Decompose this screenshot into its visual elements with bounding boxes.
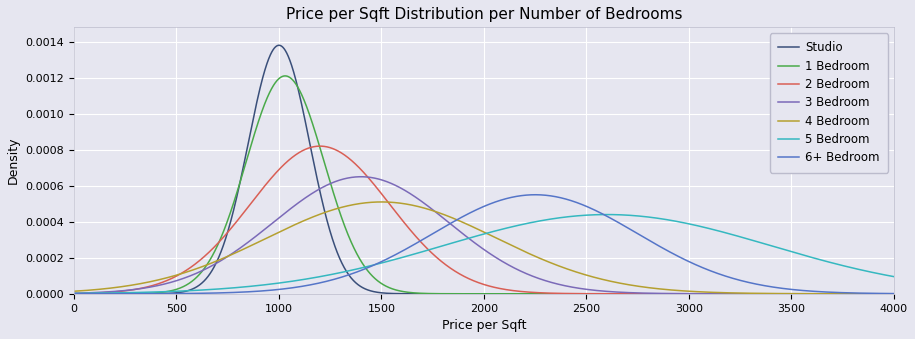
2 Bedroom (69, 292, 80, 296)
5 Bedroom (913, 279, 915, 283)
Studio (167, 291, 178, 295)
Studio (913, 292, 915, 296)
3 Bedroom (820, 292, 831, 296)
2 Bedroom (167, 276, 178, 280)
4 Bedroom (69, 289, 80, 293)
2 Bedroom (820, 292, 831, 296)
5 Bedroom (218, 286, 229, 291)
2 Bedroom (218, 235, 229, 239)
Line: Studio: Studio (74, 45, 915, 294)
Line: 4 Bedroom: 4 Bedroom (74, 202, 915, 294)
5 Bedroom (69, 291, 80, 295)
Line: 5 Bedroom: 5 Bedroom (74, 215, 915, 293)
3 Bedroom (436, 215, 447, 219)
6+ Bedroom (399, 248, 410, 252)
6+ Bedroom (913, 292, 915, 296)
Legend: Studio, 1 Bedroom, 2 Bedroom, 3 Bedroom, 4 Bedroom, 5 Bedroom, 6+ Bedroom: Studio, 1 Bedroom, 2 Bedroom, 3 Bedroom,… (770, 33, 888, 173)
5 Bedroom (602, 213, 613, 217)
6+ Bedroom (436, 226, 447, 231)
3 Bedroom (218, 257, 229, 261)
1 Bedroom (399, 290, 410, 294)
Y-axis label: Density: Density (7, 137, 20, 184)
Line: 3 Bedroom: 3 Bedroom (74, 177, 915, 294)
2 Bedroom (315, 144, 326, 148)
Line: 2 Bedroom: 2 Bedroom (74, 146, 915, 294)
1 Bedroom (167, 288, 178, 293)
5 Bedroom (820, 259, 831, 263)
2 Bedroom (436, 260, 447, 264)
1 Bedroom (820, 292, 831, 296)
5 Bedroom (167, 290, 178, 294)
4 Bedroom (913, 292, 915, 296)
6+ Bedroom (530, 193, 541, 197)
4 Bedroom (820, 292, 831, 296)
3 Bedroom (69, 291, 80, 295)
1 Bedroom (218, 230, 229, 234)
3 Bedroom (913, 292, 915, 296)
Studio (436, 292, 447, 296)
Studio (399, 292, 410, 296)
Line: 1 Bedroom: 1 Bedroom (74, 76, 915, 294)
2 Bedroom (913, 292, 915, 296)
6+ Bedroom (820, 290, 831, 294)
6+ Bedroom (167, 292, 178, 296)
Studio (820, 292, 831, 296)
1 Bedroom (69, 292, 80, 296)
Studio (69, 292, 80, 296)
3 Bedroom (399, 188, 410, 192)
6+ Bedroom (69, 292, 80, 296)
1 Bedroom (913, 292, 915, 296)
4 Bedroom (399, 202, 410, 206)
3 Bedroom (167, 280, 178, 284)
5 Bedroom (436, 244, 447, 248)
4 Bedroom (167, 274, 178, 278)
2 Bedroom (399, 221, 410, 225)
X-axis label: Price per Sqft: Price per Sqft (442, 319, 526, 332)
1 Bedroom (436, 292, 447, 296)
Line: 6+ Bedroom: 6+ Bedroom (74, 195, 915, 294)
6+ Bedroom (218, 291, 229, 295)
4 Bedroom (218, 256, 229, 260)
5 Bedroom (399, 255, 410, 259)
Title: Price per Sqft Distribution per Number of Bedrooms: Price per Sqft Distribution per Number o… (285, 7, 683, 22)
Studio (218, 244, 229, 248)
4 Bedroom (376, 200, 387, 204)
1 Bedroom (279, 74, 290, 78)
Studio (274, 43, 285, 47)
4 Bedroom (436, 212, 447, 216)
3 Bedroom (356, 175, 367, 179)
